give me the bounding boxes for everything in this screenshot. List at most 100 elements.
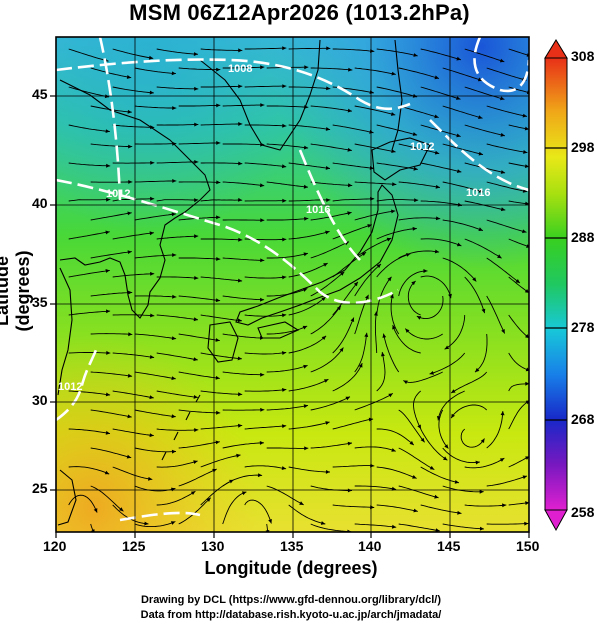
streamline bbox=[244, 389, 287, 392]
streamline bbox=[310, 105, 353, 112]
streamline bbox=[266, 105, 309, 108]
streamline-arrowhead bbox=[339, 347, 344, 352]
streamline-arrowhead bbox=[475, 460, 480, 465]
streamline bbox=[332, 317, 355, 354]
streamline bbox=[376, 351, 386, 392]
streamline-arrowhead bbox=[347, 108, 352, 113]
streamline bbox=[398, 447, 435, 470]
colorbar-ramp bbox=[544, 57, 568, 511]
streamline-arrowhead bbox=[326, 198, 331, 203]
streamline bbox=[222, 66, 265, 69]
streamline bbox=[310, 347, 344, 373]
streamline-arrowhead bbox=[282, 84, 287, 89]
streamline-arrowhead bbox=[423, 269, 428, 273]
streamline-arrowhead bbox=[127, 109, 132, 114]
streamline-arrowhead bbox=[282, 237, 287, 242]
streamline bbox=[442, 257, 477, 282]
streamline bbox=[200, 48, 243, 51]
streamline-arrowhead bbox=[193, 395, 198, 399]
streamline bbox=[376, 276, 392, 316]
streamline-arrowhead bbox=[435, 184, 440, 189]
streamline bbox=[156, 86, 199, 90]
streamline bbox=[112, 124, 155, 128]
streamline bbox=[354, 105, 396, 116]
streamline-arrowhead bbox=[171, 336, 177, 341]
streamline-arrowhead bbox=[515, 279, 520, 283]
streamline bbox=[178, 333, 220, 342]
streamline-arrowhead bbox=[149, 395, 154, 400]
streamline-arrowhead bbox=[472, 277, 477, 282]
streamline-arrowhead bbox=[477, 77, 483, 82]
streamline bbox=[486, 257, 521, 284]
streamline bbox=[374, 311, 378, 354]
y-tick-label: 45 bbox=[32, 86, 48, 102]
streamline-arrowhead bbox=[500, 170, 506, 174]
streamline-arrowhead bbox=[325, 127, 331, 131]
streamline bbox=[508, 48, 529, 56]
streamline-arrowhead bbox=[194, 428, 199, 432]
streamline-arrowhead bbox=[302, 288, 308, 292]
streamline-arrowhead bbox=[323, 379, 329, 383]
streamline bbox=[376, 199, 419, 202]
streamline bbox=[413, 390, 422, 430]
streamline-arrowhead bbox=[524, 289, 529, 293]
streamline-arrowhead bbox=[281, 164, 287, 169]
streamline-arrowhead bbox=[345, 396, 350, 401]
streamline bbox=[68, 199, 111, 202]
streamline bbox=[354, 181, 397, 185]
streamline bbox=[376, 253, 411, 278]
streamline bbox=[244, 85, 287, 88]
streamline-arrowhead bbox=[456, 96, 461, 100]
streamline-arrowhead bbox=[193, 317, 198, 322]
streamline-arrowhead bbox=[193, 460, 198, 464]
streamline bbox=[178, 371, 220, 379]
streamline bbox=[464, 86, 505, 100]
streamline-arrowhead bbox=[475, 367, 480, 373]
isobar-labels: 1008 1012 1016 1016 1012 1012 bbox=[58, 63, 490, 393]
streamline bbox=[200, 390, 243, 395]
y-tick-label: 30 bbox=[32, 392, 48, 408]
streamline bbox=[112, 428, 154, 437]
isobars bbox=[56, 37, 529, 522]
streamline bbox=[288, 162, 331, 169]
streamline-arrowhead bbox=[127, 250, 132, 254]
streamline bbox=[134, 447, 177, 453]
streamline-arrowhead bbox=[128, 332, 133, 337]
streamline-arrowhead bbox=[126, 454, 132, 459]
streamline bbox=[310, 181, 353, 186]
streamline-arrowhead bbox=[172, 253, 177, 257]
streamline-arrowhead bbox=[347, 488, 352, 493]
streamline bbox=[134, 67, 176, 75]
streamline-arrowhead bbox=[500, 132, 505, 137]
streamline-arrowhead bbox=[150, 196, 155, 201]
streamline-arrowhead bbox=[127, 373, 133, 378]
streamline-arrowhead bbox=[347, 441, 352, 446]
streamline bbox=[288, 86, 331, 90]
streamline bbox=[134, 295, 177, 298]
streamline bbox=[450, 371, 488, 394]
streamline bbox=[420, 48, 462, 61]
streamline-arrowhead bbox=[260, 258, 265, 263]
streamline bbox=[442, 523, 485, 530]
streamline-arrowhead bbox=[525, 501, 529, 505]
streamline bbox=[354, 523, 397, 528]
streamline-arrowhead bbox=[348, 183, 353, 188]
streamline-arrowhead bbox=[444, 345, 450, 350]
x-tick-label: 120 bbox=[43, 538, 67, 554]
streamline bbox=[156, 235, 199, 240]
streamline-arrowhead bbox=[434, 75, 439, 80]
streamline bbox=[200, 199, 243, 202]
isobar-label: 1008 bbox=[228, 63, 252, 75]
streamlines bbox=[68, 47, 529, 532]
streamline bbox=[383, 333, 400, 373]
streamline bbox=[442, 67, 483, 82]
streamline bbox=[68, 162, 111, 167]
streamline-arrowhead bbox=[361, 252, 367, 256]
streamline bbox=[460, 428, 485, 448]
streamline-arrowhead bbox=[429, 465, 435, 470]
streamline bbox=[398, 143, 440, 155]
streamline bbox=[156, 276, 199, 279]
streamline-arrowhead bbox=[299, 501, 304, 505]
streamline-arrowhead bbox=[434, 494, 439, 499]
streamline-arrowhead bbox=[353, 281, 358, 287]
